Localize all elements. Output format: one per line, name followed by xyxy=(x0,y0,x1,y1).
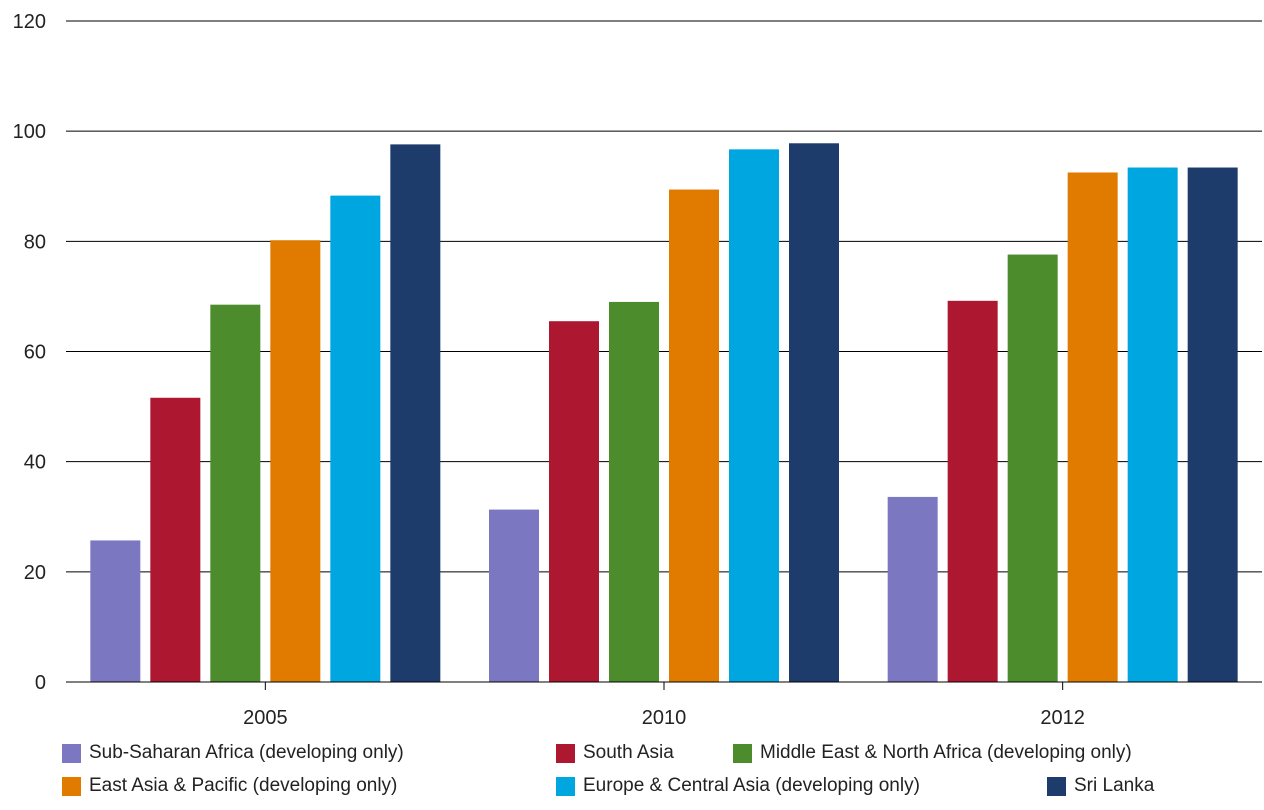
bar xyxy=(270,240,321,682)
bar xyxy=(1127,167,1178,682)
bar xyxy=(729,149,779,682)
bars xyxy=(90,143,1238,683)
bar xyxy=(1067,172,1118,682)
y-tick-label: 120 xyxy=(13,11,46,33)
bar xyxy=(669,189,719,682)
bar xyxy=(947,300,998,682)
y-tick-label: 20 xyxy=(24,562,46,584)
y-axis-ticks: 0 20 40 60 80 100 120 xyxy=(13,11,46,694)
y-tick-label: 40 xyxy=(24,452,46,474)
bar xyxy=(90,540,141,682)
x-tick-label: 2012 xyxy=(1040,707,1085,729)
y-tick-label: 100 xyxy=(13,121,46,143)
bar xyxy=(609,301,659,682)
bar xyxy=(1187,167,1238,682)
gridlines xyxy=(66,20,1262,573)
bar xyxy=(1007,254,1058,682)
bar xyxy=(150,397,201,682)
x-axis: 2005 2010 2012 xyxy=(66,681,1262,729)
y-tick-label: 60 xyxy=(24,342,46,364)
bar xyxy=(489,509,539,682)
bar xyxy=(330,195,381,682)
x-tick-label: 2010 xyxy=(642,707,687,729)
bar xyxy=(789,143,839,682)
bar xyxy=(210,304,261,682)
bar xyxy=(887,496,938,682)
y-tick-label: 80 xyxy=(24,231,46,253)
x-tick-label: 2005 xyxy=(243,707,288,729)
bar xyxy=(549,321,599,682)
y-tick-label: 0 xyxy=(35,672,46,694)
bar xyxy=(390,144,441,683)
